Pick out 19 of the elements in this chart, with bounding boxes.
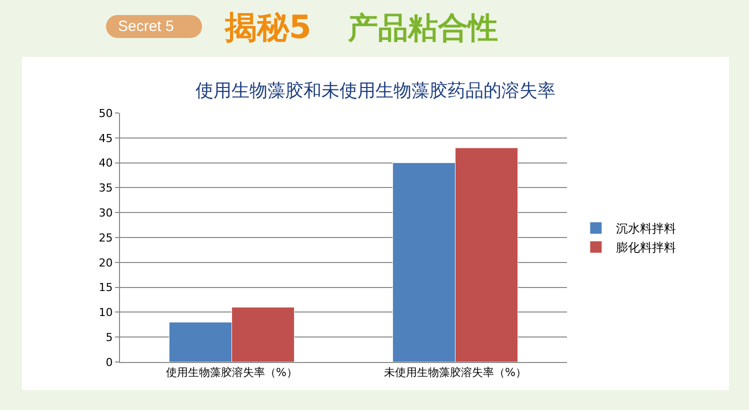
y-tick-label: 45	[98, 132, 113, 145]
y-tick-label: 20	[98, 256, 113, 270]
y-tick-label: 10	[98, 306, 113, 320]
text: 揭秘5	[225, 7, 312, 48]
text: 产品粘合性	[348, 10, 498, 48]
y-tick-label: 30	[98, 206, 113, 220]
y-tick-label: 15	[98, 281, 113, 294]
y-tick-label: 40	[98, 156, 113, 170]
text: Secret 5	[106, 15, 202, 38]
y-tick-label: 5	[106, 330, 113, 344]
y-tick-label: 25	[98, 231, 113, 244]
x-tick-label: 使用生物藻胶溶失率（%）	[166, 366, 298, 380]
legend-label: 膨化料拌料	[616, 240, 676, 255]
x-tick-label: 未使用生物藻胶溶失率（%）	[384, 366, 526, 380]
y-tick-label: 0	[106, 356, 113, 369]
y-tick-label: 50	[98, 106, 113, 120]
y-tick-label: 35	[98, 182, 113, 195]
legend-label: 沉水料拌料	[616, 222, 676, 236]
chart-title: 使用生物藻胶和未使用生物藻胶药品的溶失率	[196, 80, 556, 102]
